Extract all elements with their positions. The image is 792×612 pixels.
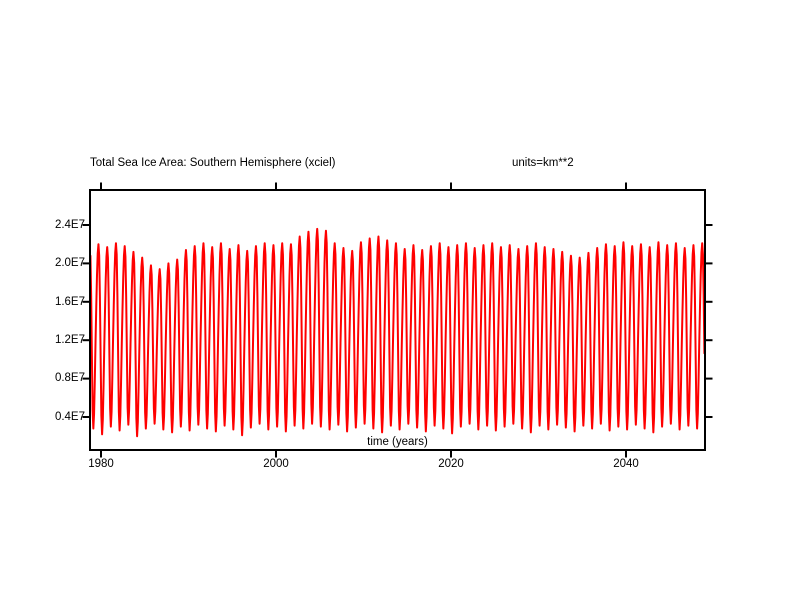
y-tick-label: 0.8E7 [54,372,85,384]
y-tick-label: 0.4E7 [54,411,85,423]
y-tick-label: 1.2E7 [54,334,85,346]
chart-title: Total Sea Ice Area: Southern Hemisphere … [90,157,336,169]
x-tick-label: 2040 [613,458,639,470]
y-tick-label: 1.6E7 [54,296,85,308]
units-label: units=km**2 [512,157,574,169]
x-tick-label: 2000 [263,458,289,470]
data-series-group [91,227,704,438]
sea-ice-series-line [91,227,704,438]
y-tick-label: 2.4E7 [54,219,85,231]
plot-border [89,189,706,451]
x-tick-label: 1980 [88,458,114,470]
x-axis-label: time (years) [367,436,428,448]
axis-ticks [82,182,713,458]
x-tick-label: 2020 [438,458,464,470]
y-tick-label: 2.0E7 [54,257,85,269]
